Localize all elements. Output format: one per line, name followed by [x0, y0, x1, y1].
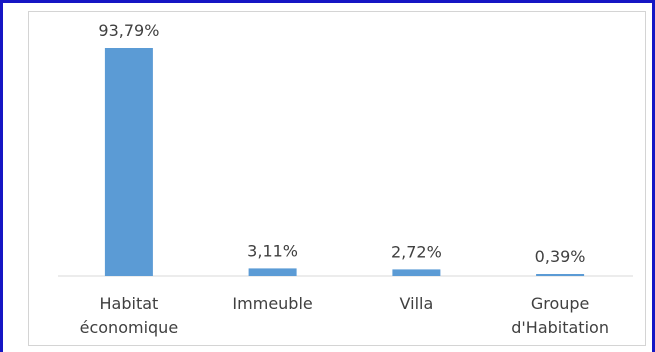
bar-2 [248, 268, 297, 276]
category-label-4-line-2: d'Habitation [511, 318, 609, 337]
category-label-1-line-2: économique [80, 318, 179, 337]
data-label-4: 0,39% [535, 247, 586, 266]
bar-1 [104, 48, 153, 276]
bar-4 [536, 274, 585, 276]
data-label-1: 93,79% [98, 21, 159, 40]
bar-3 [392, 269, 441, 276]
chart-area [28, 11, 646, 346]
category-label-2-line-1: Immeuble [232, 294, 312, 313]
data-label-2: 3,11% [247, 241, 298, 260]
category-label-1-line-1: Habitat [100, 294, 159, 313]
category-label-3-line-1: Villa [400, 294, 434, 313]
category-label-4-line-1: Groupe [531, 294, 590, 313]
data-label-3: 2,72% [391, 242, 442, 261]
